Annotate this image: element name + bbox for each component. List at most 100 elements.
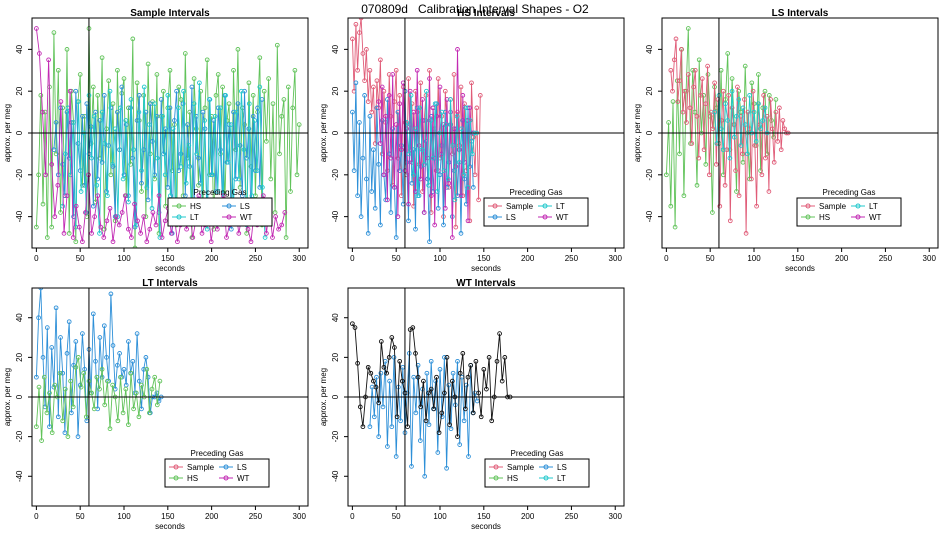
data-point-hs xyxy=(132,245,138,248)
data-point-lt xyxy=(760,118,766,123)
y-tick-label: -20 xyxy=(645,168,654,180)
data-point-sample xyxy=(777,105,782,111)
series-line-lt xyxy=(714,91,768,159)
data-point-lt xyxy=(181,88,186,94)
data-point-hs xyxy=(49,430,55,436)
data-point-sample xyxy=(764,113,770,119)
data-point-wt xyxy=(119,210,125,215)
data-point-hs xyxy=(215,72,221,77)
data-point-lt xyxy=(727,155,733,161)
data-point-hs xyxy=(51,30,57,35)
data-point-black xyxy=(413,351,418,356)
data-point-hs xyxy=(41,374,47,380)
data-point-ls xyxy=(165,185,171,190)
data-point-hs xyxy=(274,42,280,48)
data-point-wt xyxy=(126,226,131,232)
data-point-lt xyxy=(734,113,739,119)
data-point-hs xyxy=(108,172,114,178)
data-point-hs xyxy=(156,231,162,236)
legend-swatch-ls xyxy=(226,203,232,209)
data-point-lt xyxy=(435,189,440,194)
data-point-ls xyxy=(355,193,360,199)
data-point-ls xyxy=(143,109,149,115)
data-point-lt xyxy=(99,109,105,115)
data-point-lt xyxy=(68,172,73,178)
data-point-wt xyxy=(427,76,432,81)
data-point-lt xyxy=(62,151,68,157)
data-point-ls xyxy=(158,97,164,102)
data-point-ls xyxy=(351,168,357,173)
x-tick-label: 200 xyxy=(835,254,849,263)
data-point-black xyxy=(350,321,355,327)
data-point-sample xyxy=(680,109,686,115)
data-point-black xyxy=(455,434,460,439)
data-point-ls xyxy=(53,120,59,125)
data-point-wt xyxy=(245,226,251,232)
data-point-hs xyxy=(102,402,108,408)
data-point-ls xyxy=(185,122,190,127)
data-point-hs xyxy=(681,193,687,199)
series-line-lt xyxy=(62,82,266,238)
y-tick-label: 0 xyxy=(15,394,24,399)
data-point-ls xyxy=(417,438,423,443)
data-point-sample xyxy=(442,88,448,94)
data-point-sample xyxy=(393,67,399,73)
legend-box xyxy=(164,458,270,488)
data-point-ls xyxy=(470,185,476,190)
data-point-ls xyxy=(172,118,177,123)
data-point-wt xyxy=(147,226,153,232)
data-point-wt xyxy=(43,172,48,178)
data-point-lt xyxy=(254,168,260,173)
data-point-ls xyxy=(424,370,430,376)
x-tick-label: 250 xyxy=(565,254,579,263)
data-point-ls xyxy=(257,185,263,190)
data-point-black xyxy=(389,335,395,340)
data-point-black xyxy=(463,406,468,412)
data-point-ls xyxy=(231,109,236,115)
data-point-hs xyxy=(136,414,142,420)
data-point-hs xyxy=(182,51,188,56)
data-point-ls xyxy=(200,109,206,115)
x-tick-label: 300 xyxy=(923,254,937,263)
data-point-hs xyxy=(281,97,287,102)
data-point-lt xyxy=(738,143,744,148)
data-point-wt xyxy=(101,235,107,240)
data-point-lt xyxy=(236,176,242,182)
y-tick-label: 20 xyxy=(331,352,340,361)
legend: Preceding Gas Sample LS HS LT xyxy=(484,449,590,488)
data-point-hs xyxy=(115,67,120,73)
data-point-sample xyxy=(699,76,705,81)
series-line-ls xyxy=(35,288,162,437)
data-point-sample xyxy=(449,151,455,157)
data-point-hs xyxy=(277,151,282,157)
data-point-sample xyxy=(761,93,766,98)
data-point-hs xyxy=(36,384,42,390)
data-point-ls xyxy=(411,374,417,380)
data-point-sample xyxy=(754,203,759,209)
data-point-sample xyxy=(453,224,459,230)
data-point-ls xyxy=(393,454,399,459)
data-point-ls xyxy=(435,450,441,455)
data-point-wt xyxy=(406,201,411,207)
data-point-ls xyxy=(409,180,415,186)
data-point-sample xyxy=(713,162,719,167)
data-point-lt xyxy=(432,101,438,107)
y-tick-label: -40 xyxy=(15,470,24,482)
data-point-hs xyxy=(725,51,731,56)
y-tick-label: -40 xyxy=(331,470,340,482)
data-point-ls xyxy=(196,155,201,161)
data-point-lt xyxy=(123,118,129,123)
data-point-hs xyxy=(231,67,236,73)
data-point-black xyxy=(442,390,447,396)
x-tick-label: 100 xyxy=(433,512,447,521)
data-point-black xyxy=(489,418,495,424)
legend-swatch-ls xyxy=(543,464,549,470)
data-point-hs xyxy=(128,162,133,167)
data-point-wt xyxy=(418,176,424,182)
data-point-lt xyxy=(102,141,108,146)
data-point-ls xyxy=(101,93,107,98)
data-point-ls xyxy=(126,339,131,344)
data-point-wt xyxy=(129,235,134,240)
data-point-lt xyxy=(260,185,265,190)
data-point-sample xyxy=(766,189,772,194)
